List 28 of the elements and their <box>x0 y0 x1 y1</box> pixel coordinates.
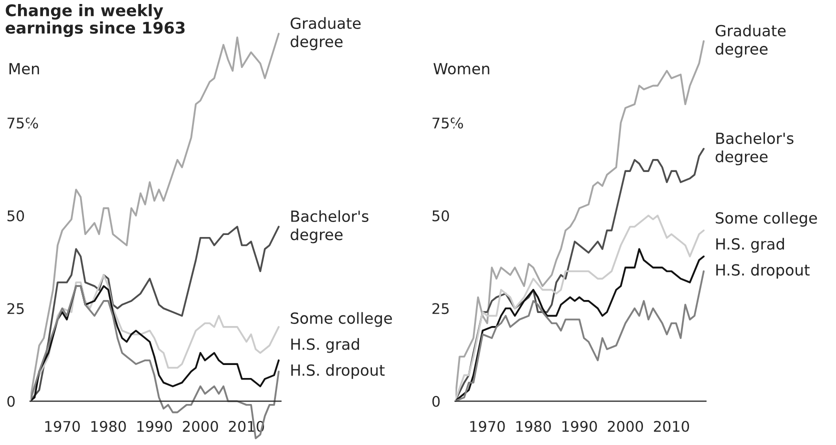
y-tick-label: 50 <box>432 210 449 222</box>
y-tick-label: 0 <box>7 396 15 407</box>
text: Women <box>434 63 490 74</box>
x-tick-label: 1980 <box>91 420 126 432</box>
series-label: Bachelor's degree <box>290 210 368 244</box>
y-tick-label: 25 <box>432 303 449 314</box>
x-tick-label: 1980 <box>516 420 551 432</box>
series-label: Some college <box>290 312 392 327</box>
series-label: H.S. grad <box>291 338 359 353</box>
series-label: Graduate degree <box>716 24 786 58</box>
y-tick-label: 0 <box>432 396 440 407</box>
x-tick-label: 1990 <box>562 420 597 432</box>
x-tick-label: 2000 <box>608 420 643 432</box>
series-label: H.S. dropout <box>716 264 810 279</box>
x-tick-label: 2000 <box>182 420 218 432</box>
series-label: Some college <box>716 212 817 227</box>
chart-title: Change in weekly earnings since 1963 <box>6 4 185 37</box>
x-tick-label: 2010 <box>654 420 690 432</box>
x-tick-label: 1970 <box>470 420 505 432</box>
y-tick-label: 50 <box>8 210 24 222</box>
x-tick-label: 1990 <box>137 420 172 432</box>
y-tick-label: 25 <box>7 303 24 314</box>
series-label: Graduate degree <box>290 17 361 50</box>
series-label: H.S. dropout <box>291 364 385 379</box>
series-label: Bachelor's degree <box>716 132 794 166</box>
text: Men <box>10 63 39 74</box>
x-tick-label: 1970 <box>45 420 80 432</box>
series-label: H.S. grad <box>716 238 784 253</box>
